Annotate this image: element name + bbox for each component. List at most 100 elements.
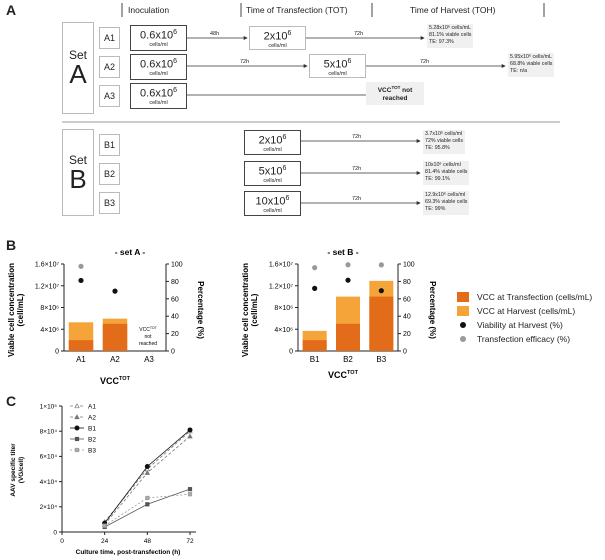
result-line: TE: 95.8% (425, 145, 450, 152)
chart-a-points (78, 263, 118, 294)
inoc-unit: cells/ml (149, 41, 168, 48)
legend-marker (74, 436, 80, 442)
y-tick-label: 6×10⁴ (40, 454, 58, 461)
result-line: 3.7x10⁶ cells/ml (425, 131, 463, 137)
tot-unit: cells/ml (263, 207, 282, 214)
inoc-box-a3: 0.6x106 cells/ml (130, 83, 187, 109)
legend-label: B1 (88, 425, 96, 432)
chart-a-bars (68, 318, 128, 351)
point-transfection-efficacy (78, 263, 84, 269)
y-tick-label: 1.2×10⁷ (35, 283, 60, 290)
note-text: reached (382, 95, 408, 103)
chart-a-title: - set A - (115, 247, 146, 257)
tot-value: 2x10 (263, 30, 288, 43)
chart-a-ylabel-right: Percentage (%) (196, 281, 205, 339)
result-line: 12.9x10⁶ cells/ml (425, 192, 466, 198)
tot-box-b1: 2x106 cells/ml (244, 130, 301, 155)
y2-tick-label: 40 (403, 314, 411, 321)
chart-b-xlabel: VCCTOT (328, 370, 359, 380)
y2-tick-label: 20 (403, 331, 411, 338)
chart-a-categories: A1 A2 A3 (76, 355, 154, 364)
data-point-b2 (145, 502, 150, 507)
set-a-word: Set (68, 48, 87, 62)
tot-unit: cells/ml (263, 177, 282, 184)
tot-exp: 6 (347, 58, 352, 65)
y2-tick-label: 0 (403, 349, 407, 356)
tot-exp: 6 (287, 30, 292, 37)
data-point-b3 (102, 523, 107, 528)
legend-item-viability: Viability at Harvest (%) (457, 320, 563, 330)
data-point-b1 (144, 463, 150, 469)
point-viability (378, 288, 384, 294)
point-viability (345, 277, 351, 283)
bar-vcc-transfection (369, 296, 394, 351)
legend-label: B3 (88, 447, 96, 454)
data-point-b3 (145, 495, 150, 501)
y2-tick-label: 40 (171, 314, 179, 321)
chart-a-right-ticks: 0 20 40 60 80 100 (166, 262, 183, 356)
chart-a-xlabel: VCCTOT (100, 376, 131, 386)
hours-label: 72h (352, 196, 362, 202)
legend-marker (460, 336, 466, 342)
inoc-box-a1: 0.6x106 cells/ml (130, 25, 187, 51)
y-tick-label: 0 (289, 349, 293, 356)
tot-box-b3: 10x106 cells/ml (244, 191, 301, 216)
legend-label: VCC at Transfection (cells/mL) (477, 292, 593, 302)
legend-marker (74, 447, 80, 453)
inoc-value: 0.6x10 (140, 58, 174, 71)
result-line: TE: n/a (510, 68, 528, 75)
chart-b-ylabel2: (cell/mL) (250, 293, 259, 326)
result-line: 5.28x10⁶ cells/mL (429, 25, 471, 31)
legend-swatch (457, 306, 469, 316)
chart-b-ylabel-right: Percentage (%) (428, 281, 437, 339)
y2-tick-label: 80 (171, 279, 179, 286)
series-line-b2 (104, 488, 191, 528)
hours-label: 72h (352, 134, 362, 140)
chart-a-left-ticks: 0 4×10⁶ 8×10⁶ 1.2×10⁷ 1.6×10⁷ (35, 262, 64, 356)
panel-letter-b: B (6, 237, 17, 253)
category-label: B2 (343, 355, 353, 364)
legend-label: B2 (88, 436, 96, 443)
set-b-word: Set (68, 152, 87, 167)
vcc-not-reached-note: VCCTOT not reached (366, 82, 424, 106)
y-tick-label: 1.6×10⁷ (35, 262, 60, 269)
result-a2: 5.95x10⁶ cells/mL 68.8% viable cells TE:… (508, 53, 555, 77)
result-line: TE: 99% (425, 206, 446, 213)
y-tick-label: 8×10⁴ (40, 429, 58, 436)
point-transfection-efficacy (345, 262, 351, 268)
chart-c-yticks: 0 2×10⁴ 4×10⁴ 6×10⁴ 8×10⁴ 1×10⁵ (40, 403, 62, 536)
panel-letter-a: A (6, 2, 17, 18)
tot-box-b2: 5x106 cells/ml (244, 161, 301, 186)
a3-note-line: reached (139, 341, 157, 347)
legend-item-vcc-transfection: VCC at Transfection (cells/mL) (457, 292, 592, 302)
inoc-unit: cells/ml (149, 99, 168, 106)
hours-label: 48h (210, 31, 220, 37)
set-a-box: Set A (62, 22, 94, 114)
tot-unit: cells/ml (328, 70, 347, 77)
chart-set-a: - set A - 0 4×10⁶ 8×10⁶ 1.2×10⁷ 1.6×10⁷ 0 20 4… (7, 247, 205, 386)
result-line: 68.8% viable cells (510, 61, 553, 68)
y-tick-label: 2×10⁴ (40, 504, 58, 511)
a3-not-reached-note: VCCTOT not reached (139, 326, 158, 347)
category-label: A2 (110, 355, 120, 364)
x-tick-label: 24 (101, 538, 109, 545)
result-line: 72% viable cells (425, 138, 463, 145)
flask-b1: B1 (99, 134, 120, 156)
result-line: 81.4% viable cells (425, 169, 468, 176)
note-text: not (400, 87, 413, 95)
y2-tick-label: 80 (403, 279, 411, 286)
result-line: TE: 97.3% (429, 39, 454, 46)
x-tick-label: 48 (144, 538, 152, 545)
y-tick-label: 8×10⁶ (40, 305, 59, 312)
chart-b-left-ticks: 0 4×10⁶ 8×10⁶ 1.2×10⁷ 1.6×10⁷ (269, 262, 298, 356)
inoc-exp: 6 (173, 58, 177, 65)
bar-vcc-transfection (336, 323, 360, 351)
x-tick-label: 0 (60, 538, 64, 545)
xlabel-text: VCC (328, 370, 348, 380)
inoc-value: 0.6x10 (140, 29, 174, 42)
category-label: B1 (310, 355, 320, 364)
y-tick-label: 0 (55, 349, 59, 356)
tot-value: 2x10 (258, 134, 283, 147)
legend-marker (74, 403, 80, 409)
data-point-a2 (144, 469, 151, 475)
